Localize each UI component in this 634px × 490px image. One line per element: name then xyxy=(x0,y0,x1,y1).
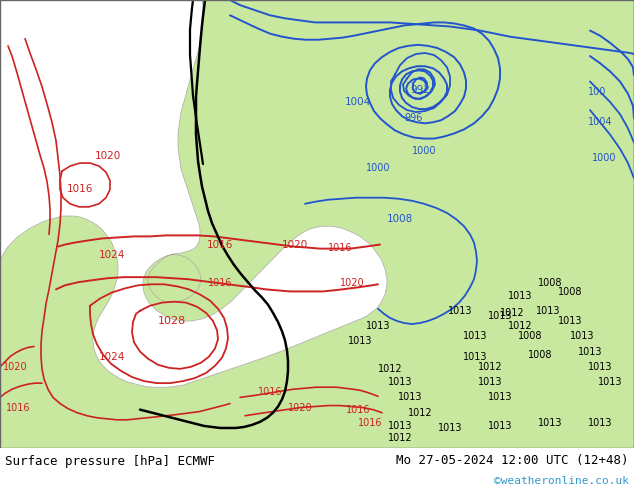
Text: 1013: 1013 xyxy=(588,418,612,428)
Text: 1020: 1020 xyxy=(288,403,313,413)
Text: 1013: 1013 xyxy=(478,377,502,387)
Text: 1013: 1013 xyxy=(488,311,512,321)
Text: 1016: 1016 xyxy=(358,418,382,428)
Text: 1013: 1013 xyxy=(508,291,533,300)
Text: 1008: 1008 xyxy=(527,349,552,360)
Text: 1013: 1013 xyxy=(558,316,582,326)
Text: 1008: 1008 xyxy=(538,278,562,288)
Text: 1008: 1008 xyxy=(387,214,413,224)
Text: 1013: 1013 xyxy=(588,362,612,372)
Text: 1016: 1016 xyxy=(6,403,30,413)
Text: 1013: 1013 xyxy=(463,352,488,362)
Text: 1016: 1016 xyxy=(258,387,282,397)
Text: 1020: 1020 xyxy=(3,362,27,372)
Text: 1028: 1028 xyxy=(158,316,186,326)
Text: 1000: 1000 xyxy=(592,153,616,163)
Text: 1012: 1012 xyxy=(387,433,412,443)
Text: 1016: 1016 xyxy=(328,243,353,253)
Text: 996: 996 xyxy=(405,113,423,123)
Text: 992: 992 xyxy=(410,85,430,95)
Text: 1013: 1013 xyxy=(578,346,602,357)
Text: 1008: 1008 xyxy=(558,288,582,297)
Text: 1004: 1004 xyxy=(345,97,371,107)
Text: 1013: 1013 xyxy=(366,321,391,331)
Text: 1016: 1016 xyxy=(67,184,93,194)
Text: 1013: 1013 xyxy=(448,306,472,316)
Text: 1020: 1020 xyxy=(282,240,308,249)
Text: 1013: 1013 xyxy=(538,418,562,428)
Text: 1013: 1013 xyxy=(598,377,622,387)
Text: 1008: 1008 xyxy=(518,331,542,341)
Text: 1024: 1024 xyxy=(99,250,125,260)
Text: 1013: 1013 xyxy=(536,306,560,316)
Text: 1013: 1013 xyxy=(348,336,372,346)
Text: 1013: 1013 xyxy=(488,392,512,402)
Text: 1013: 1013 xyxy=(463,331,488,341)
Text: 1000: 1000 xyxy=(411,146,436,156)
Text: 1016: 1016 xyxy=(346,405,370,415)
Text: ©weatheronline.co.uk: ©weatheronline.co.uk xyxy=(494,476,629,486)
Text: 1013: 1013 xyxy=(388,421,412,431)
Text: 1020: 1020 xyxy=(340,278,365,288)
Text: 1012: 1012 xyxy=(508,321,533,331)
Text: 1024: 1024 xyxy=(99,352,125,362)
Text: Mo 27-05-2024 12:00 UTC (12+48): Mo 27-05-2024 12:00 UTC (12+48) xyxy=(396,454,629,466)
Text: 1013: 1013 xyxy=(388,377,412,387)
Text: 1013: 1013 xyxy=(488,421,512,431)
Text: 1000: 1000 xyxy=(366,163,391,173)
Text: 1012: 1012 xyxy=(477,362,502,372)
Text: 1013: 1013 xyxy=(398,392,422,402)
Text: 1013: 1013 xyxy=(437,423,462,433)
Text: 1013: 1013 xyxy=(570,331,594,341)
Text: 1004: 1004 xyxy=(588,117,612,127)
Text: Surface pressure [hPa] ECMWF: Surface pressure [hPa] ECMWF xyxy=(5,455,215,468)
Text: 1016: 1016 xyxy=(208,278,232,288)
Text: 1012: 1012 xyxy=(500,308,524,318)
Text: 1016: 1016 xyxy=(207,240,233,249)
Text: 1012: 1012 xyxy=(408,408,432,417)
Text: 1012: 1012 xyxy=(378,364,403,374)
Text: 1020: 1020 xyxy=(95,151,121,161)
Text: 100: 100 xyxy=(588,87,606,97)
